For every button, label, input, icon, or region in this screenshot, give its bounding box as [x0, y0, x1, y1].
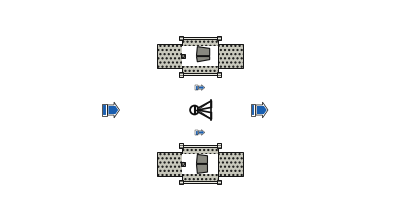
Bar: [217, 143, 221, 148]
Bar: [181, 54, 185, 58]
Bar: [218, 152, 243, 176]
Polygon shape: [256, 102, 268, 118]
Bar: [250, 104, 255, 116]
Polygon shape: [198, 110, 212, 119]
Polygon shape: [196, 57, 210, 62]
Circle shape: [182, 162, 185, 165]
Bar: [179, 145, 221, 147]
Bar: [218, 44, 243, 68]
Polygon shape: [198, 101, 212, 110]
Bar: [181, 162, 185, 166]
Polygon shape: [196, 47, 210, 56]
Bar: [179, 143, 183, 148]
Bar: [194, 85, 198, 90]
Bar: [179, 73, 221, 75]
Bar: [217, 36, 221, 40]
Bar: [179, 180, 183, 184]
Bar: [182, 154, 218, 174]
Bar: [157, 152, 182, 176]
Circle shape: [190, 106, 199, 114]
Bar: [182, 37, 218, 75]
Bar: [250, 104, 255, 116]
Polygon shape: [107, 102, 120, 118]
Bar: [179, 181, 221, 183]
Bar: [194, 85, 198, 90]
Polygon shape: [196, 154, 208, 163]
Bar: [102, 104, 106, 116]
Polygon shape: [196, 164, 208, 173]
Bar: [102, 104, 106, 116]
Polygon shape: [198, 130, 205, 135]
Bar: [182, 145, 218, 183]
Bar: [217, 180, 221, 184]
Bar: [157, 44, 182, 68]
Polygon shape: [198, 85, 205, 90]
Bar: [182, 46, 218, 66]
Bar: [217, 72, 221, 77]
Bar: [179, 36, 183, 40]
Bar: [194, 130, 198, 135]
Bar: [179, 72, 183, 77]
Bar: [179, 37, 221, 39]
Bar: [194, 130, 198, 135]
Circle shape: [182, 55, 185, 58]
